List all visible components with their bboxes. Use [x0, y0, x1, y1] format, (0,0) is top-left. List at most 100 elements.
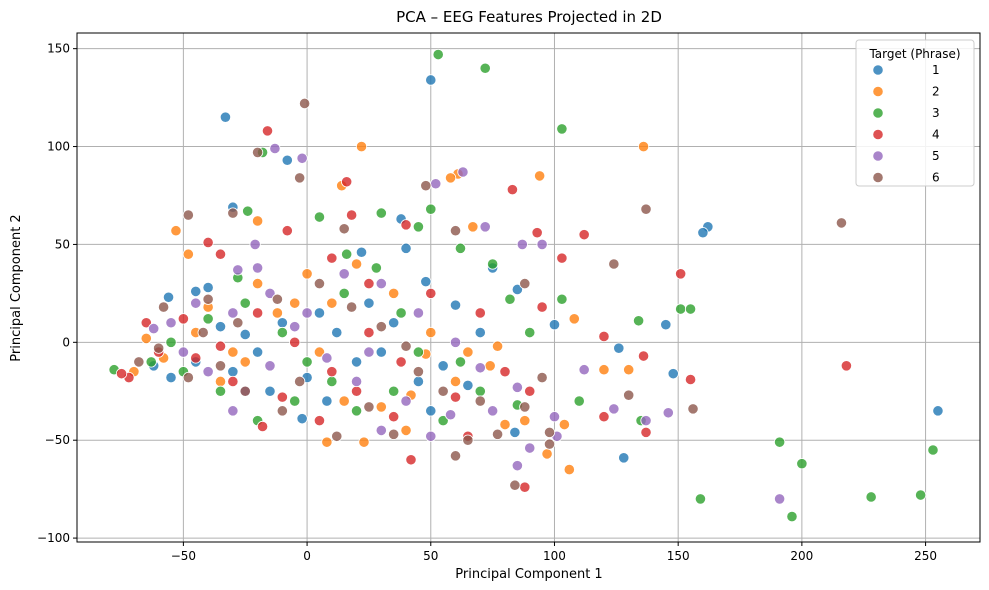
data-point — [214, 340, 227, 352]
data-point — [491, 428, 504, 440]
data-point — [301, 356, 313, 368]
data-point — [214, 321, 227, 333]
data-point — [227, 207, 239, 219]
data-point — [531, 227, 543, 239]
data-point — [252, 262, 264, 274]
y-tick-label: 150 — [47, 42, 70, 56]
data-point — [326, 375, 338, 388]
data-point — [479, 62, 491, 74]
legend-label: 3 — [932, 106, 940, 120]
data-point — [252, 277, 264, 290]
series-2 — [128, 140, 650, 476]
data-point — [420, 180, 432, 192]
data-point — [509, 479, 521, 491]
data-point — [346, 301, 358, 313]
data-point — [299, 97, 311, 110]
data-point — [425, 326, 437, 339]
plot-frame — [76, 32, 981, 543]
data-point — [177, 313, 189, 325]
data-point — [449, 299, 462, 311]
data-point — [420, 276, 432, 288]
legend-entry: 1 — [872, 63, 940, 77]
data-point — [623, 389, 635, 401]
data-point — [511, 283, 523, 296]
legend-marker — [872, 85, 884, 98]
data-point — [613, 342, 625, 354]
data-point — [239, 328, 251, 341]
x-tick-label: 50 — [423, 549, 438, 563]
legend-marker — [872, 64, 884, 76]
data-point — [524, 442, 536, 454]
data-point — [454, 242, 467, 254]
data-point — [425, 430, 437, 442]
data-point — [519, 401, 531, 413]
data-point — [449, 391, 462, 403]
data-point — [276, 326, 288, 339]
data-point — [444, 409, 457, 421]
data-point — [774, 493, 786, 505]
x-tick-label: −50 — [171, 549, 196, 563]
data-point — [484, 360, 496, 372]
data-point — [252, 346, 264, 358]
data-point — [252, 307, 264, 319]
data-point — [227, 405, 239, 417]
data-point — [449, 450, 462, 462]
data-point — [214, 385, 227, 397]
legend-box — [855, 39, 975, 187]
data-point — [321, 395, 333, 407]
data-point — [375, 346, 387, 358]
x-axis-ticks: −50 0 50 100 150 200 250 — [171, 542, 937, 563]
data-point — [499, 418, 511, 431]
data-point — [504, 293, 516, 305]
data-point — [232, 264, 244, 276]
data-point — [227, 366, 239, 378]
data-point — [338, 268, 350, 280]
data-point — [227, 346, 239, 358]
x-tick-label: 0 — [303, 549, 311, 563]
x-tick-label: 150 — [667, 549, 690, 563]
data-point — [202, 236, 214, 249]
data-point — [388, 411, 400, 423]
data-point — [412, 221, 425, 233]
data-point — [190, 285, 202, 298]
data-point — [618, 452, 630, 464]
data-point — [405, 454, 417, 466]
data-point — [534, 170, 546, 182]
data-point — [326, 366, 338, 378]
x-tick-label: 200 — [790, 549, 813, 563]
data-point — [774, 436, 786, 448]
data-point — [573, 395, 585, 407]
data-point — [437, 415, 449, 427]
data-point — [363, 297, 375, 309]
data-point — [242, 205, 254, 217]
data-point — [541, 448, 553, 460]
data-point — [363, 346, 375, 358]
data-point — [932, 405, 944, 417]
data-point — [491, 340, 504, 352]
legend-title: Target (Phrase) — [868, 47, 960, 61]
data-point — [326, 297, 338, 309]
data-point — [313, 346, 326, 358]
data-point — [338, 395, 350, 407]
x-tick-label: 250 — [914, 549, 937, 563]
data-point — [697, 227, 709, 239]
data-point — [563, 463, 575, 476]
data-point — [276, 405, 288, 417]
data-point — [331, 326, 343, 339]
data-point — [388, 317, 400, 329]
data-point — [115, 368, 128, 380]
y-tick-label: 100 — [47, 140, 70, 154]
data-point — [346, 209, 358, 221]
data-point — [548, 319, 561, 331]
data-point — [479, 221, 491, 233]
data-point — [536, 371, 548, 384]
data-point — [177, 346, 189, 358]
data-point — [519, 481, 531, 493]
data-point — [558, 418, 570, 431]
series-4 — [115, 125, 853, 493]
y-tick-label: 0 — [62, 335, 70, 349]
data-point — [145, 356, 157, 368]
data-point — [467, 221, 479, 233]
data-point — [289, 297, 301, 309]
data-point — [148, 323, 160, 335]
